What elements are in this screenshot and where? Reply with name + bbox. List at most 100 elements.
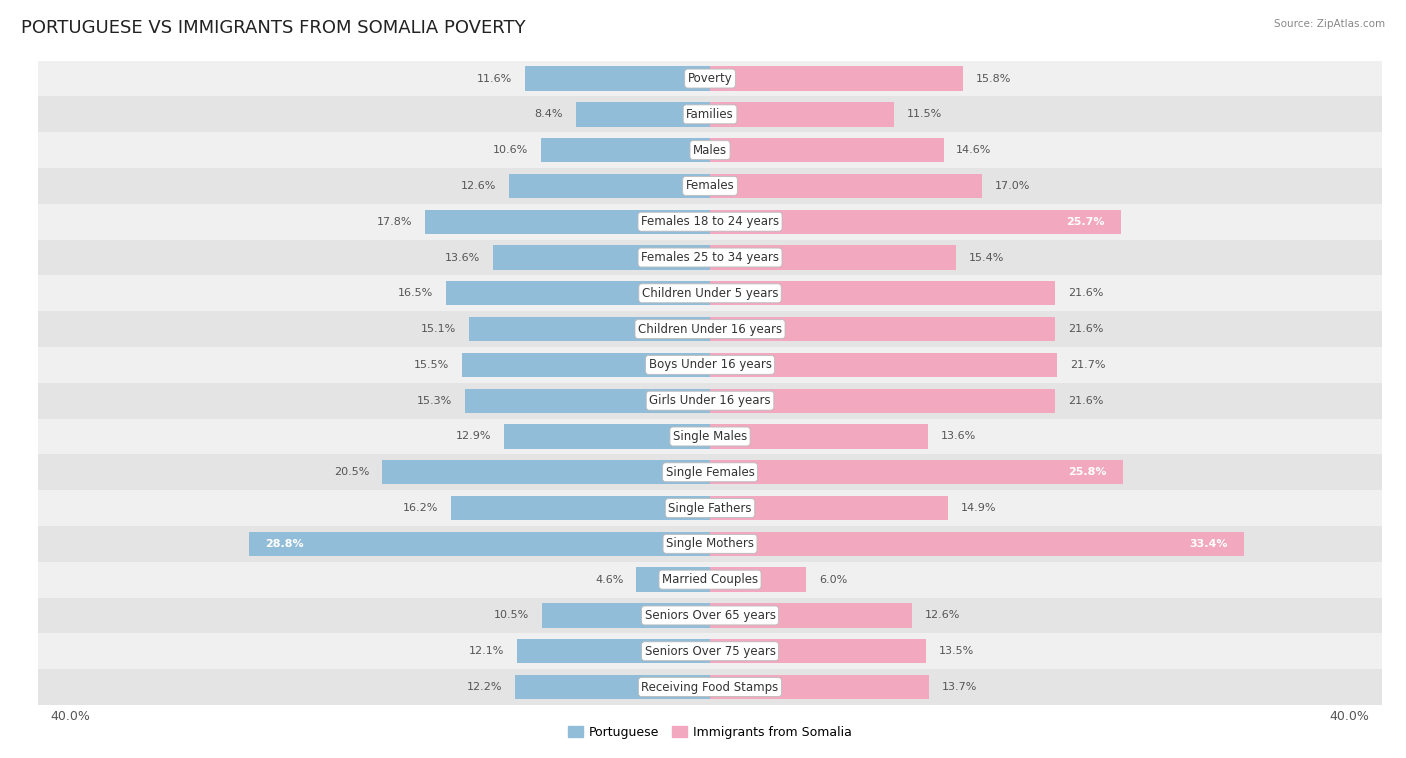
Bar — [637, 568, 710, 592]
Text: 15.3%: 15.3% — [418, 396, 453, 406]
Text: 15.8%: 15.8% — [976, 74, 1011, 83]
Text: 28.8%: 28.8% — [266, 539, 304, 549]
Text: 10.5%: 10.5% — [494, 610, 529, 621]
Bar — [446, 281, 710, 305]
Bar — [463, 352, 710, 377]
Bar — [710, 675, 929, 699]
Text: 21.6%: 21.6% — [1069, 396, 1104, 406]
Bar — [710, 496, 948, 520]
Bar — [451, 496, 710, 520]
Bar — [710, 67, 963, 91]
Bar — [38, 61, 1382, 96]
Bar — [524, 67, 710, 91]
Bar — [38, 454, 1382, 490]
Text: 25.7%: 25.7% — [1067, 217, 1105, 227]
Bar — [382, 460, 710, 484]
Bar — [710, 138, 943, 162]
Text: Source: ZipAtlas.com: Source: ZipAtlas.com — [1274, 19, 1385, 29]
Bar — [710, 317, 1056, 341]
Text: 21.6%: 21.6% — [1069, 288, 1104, 299]
Bar — [543, 603, 710, 628]
Text: 15.1%: 15.1% — [420, 324, 456, 334]
Bar — [38, 347, 1382, 383]
Bar — [38, 168, 1382, 204]
Text: 16.5%: 16.5% — [398, 288, 433, 299]
Text: 20.5%: 20.5% — [335, 467, 370, 478]
Bar — [710, 352, 1057, 377]
Bar — [38, 490, 1382, 526]
Bar — [38, 275, 1382, 312]
Text: 12.6%: 12.6% — [460, 181, 496, 191]
Text: 6.0%: 6.0% — [818, 575, 846, 584]
Text: Single Females: Single Females — [665, 465, 755, 479]
Text: 12.9%: 12.9% — [456, 431, 491, 441]
Bar — [710, 389, 1056, 413]
Text: 11.6%: 11.6% — [477, 74, 512, 83]
Text: Single Fathers: Single Fathers — [668, 502, 752, 515]
Bar — [38, 634, 1382, 669]
Text: Females 25 to 34 years: Females 25 to 34 years — [641, 251, 779, 264]
Bar — [38, 312, 1382, 347]
Text: 33.4%: 33.4% — [1189, 539, 1229, 549]
Text: 12.2%: 12.2% — [467, 682, 502, 692]
Bar — [710, 174, 981, 198]
Bar — [710, 246, 956, 270]
Text: Married Couples: Married Couples — [662, 573, 758, 586]
Bar — [38, 240, 1382, 275]
Text: 13.6%: 13.6% — [941, 431, 976, 441]
Bar — [38, 383, 1382, 418]
Text: 17.8%: 17.8% — [377, 217, 412, 227]
Bar — [515, 675, 710, 699]
Text: 10.6%: 10.6% — [492, 145, 527, 155]
Text: 12.6%: 12.6% — [924, 610, 960, 621]
Bar — [503, 424, 710, 449]
Text: 8.4%: 8.4% — [534, 109, 562, 119]
Bar — [540, 138, 710, 162]
Bar — [710, 102, 894, 127]
Text: 17.0%: 17.0% — [994, 181, 1031, 191]
Bar — [710, 281, 1056, 305]
Bar — [710, 603, 911, 628]
Text: 13.6%: 13.6% — [444, 252, 479, 262]
Text: Girls Under 16 years: Girls Under 16 years — [650, 394, 770, 407]
Bar — [710, 424, 928, 449]
Legend: Portuguese, Immigrants from Somalia: Portuguese, Immigrants from Somalia — [562, 721, 858, 744]
Bar — [38, 526, 1382, 562]
Bar — [516, 639, 710, 663]
Bar — [710, 639, 927, 663]
Bar — [426, 209, 710, 234]
Text: Boys Under 16 years: Boys Under 16 years — [648, 359, 772, 371]
Bar — [249, 531, 710, 556]
Bar — [710, 568, 806, 592]
Text: 11.5%: 11.5% — [907, 109, 942, 119]
Text: 25.8%: 25.8% — [1069, 467, 1107, 478]
Bar — [710, 209, 1121, 234]
Bar — [710, 460, 1122, 484]
Text: Receiving Food Stamps: Receiving Food Stamps — [641, 681, 779, 694]
Text: 15.5%: 15.5% — [415, 360, 450, 370]
Bar — [465, 389, 710, 413]
Bar — [38, 96, 1382, 132]
Text: Single Males: Single Males — [673, 430, 747, 443]
Text: Males: Males — [693, 143, 727, 157]
Text: Children Under 5 years: Children Under 5 years — [641, 287, 779, 300]
Bar — [575, 102, 710, 127]
Text: PORTUGUESE VS IMMIGRANTS FROM SOMALIA POVERTY: PORTUGUESE VS IMMIGRANTS FROM SOMALIA PO… — [21, 19, 526, 37]
Text: Poverty: Poverty — [688, 72, 733, 85]
Text: 12.1%: 12.1% — [468, 647, 503, 656]
Text: Families: Families — [686, 108, 734, 121]
Text: Seniors Over 65 years: Seniors Over 65 years — [644, 609, 776, 622]
Bar — [468, 317, 710, 341]
Text: Females: Females — [686, 180, 734, 193]
Text: Females 18 to 24 years: Females 18 to 24 years — [641, 215, 779, 228]
Bar — [38, 597, 1382, 634]
Bar — [38, 562, 1382, 597]
Text: 16.2%: 16.2% — [402, 503, 439, 513]
Text: Single Mothers: Single Mothers — [666, 537, 754, 550]
Text: 14.9%: 14.9% — [962, 503, 997, 513]
Bar — [38, 132, 1382, 168]
Text: Children Under 16 years: Children Under 16 years — [638, 323, 782, 336]
Text: 21.6%: 21.6% — [1069, 324, 1104, 334]
Text: 4.6%: 4.6% — [595, 575, 624, 584]
Text: Seniors Over 75 years: Seniors Over 75 years — [644, 645, 776, 658]
